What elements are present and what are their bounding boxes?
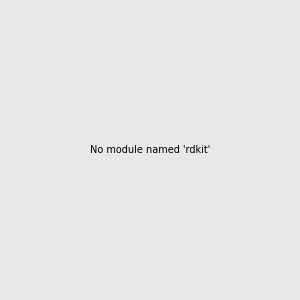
Text: No module named 'rdkit': No module named 'rdkit' [90,145,210,155]
